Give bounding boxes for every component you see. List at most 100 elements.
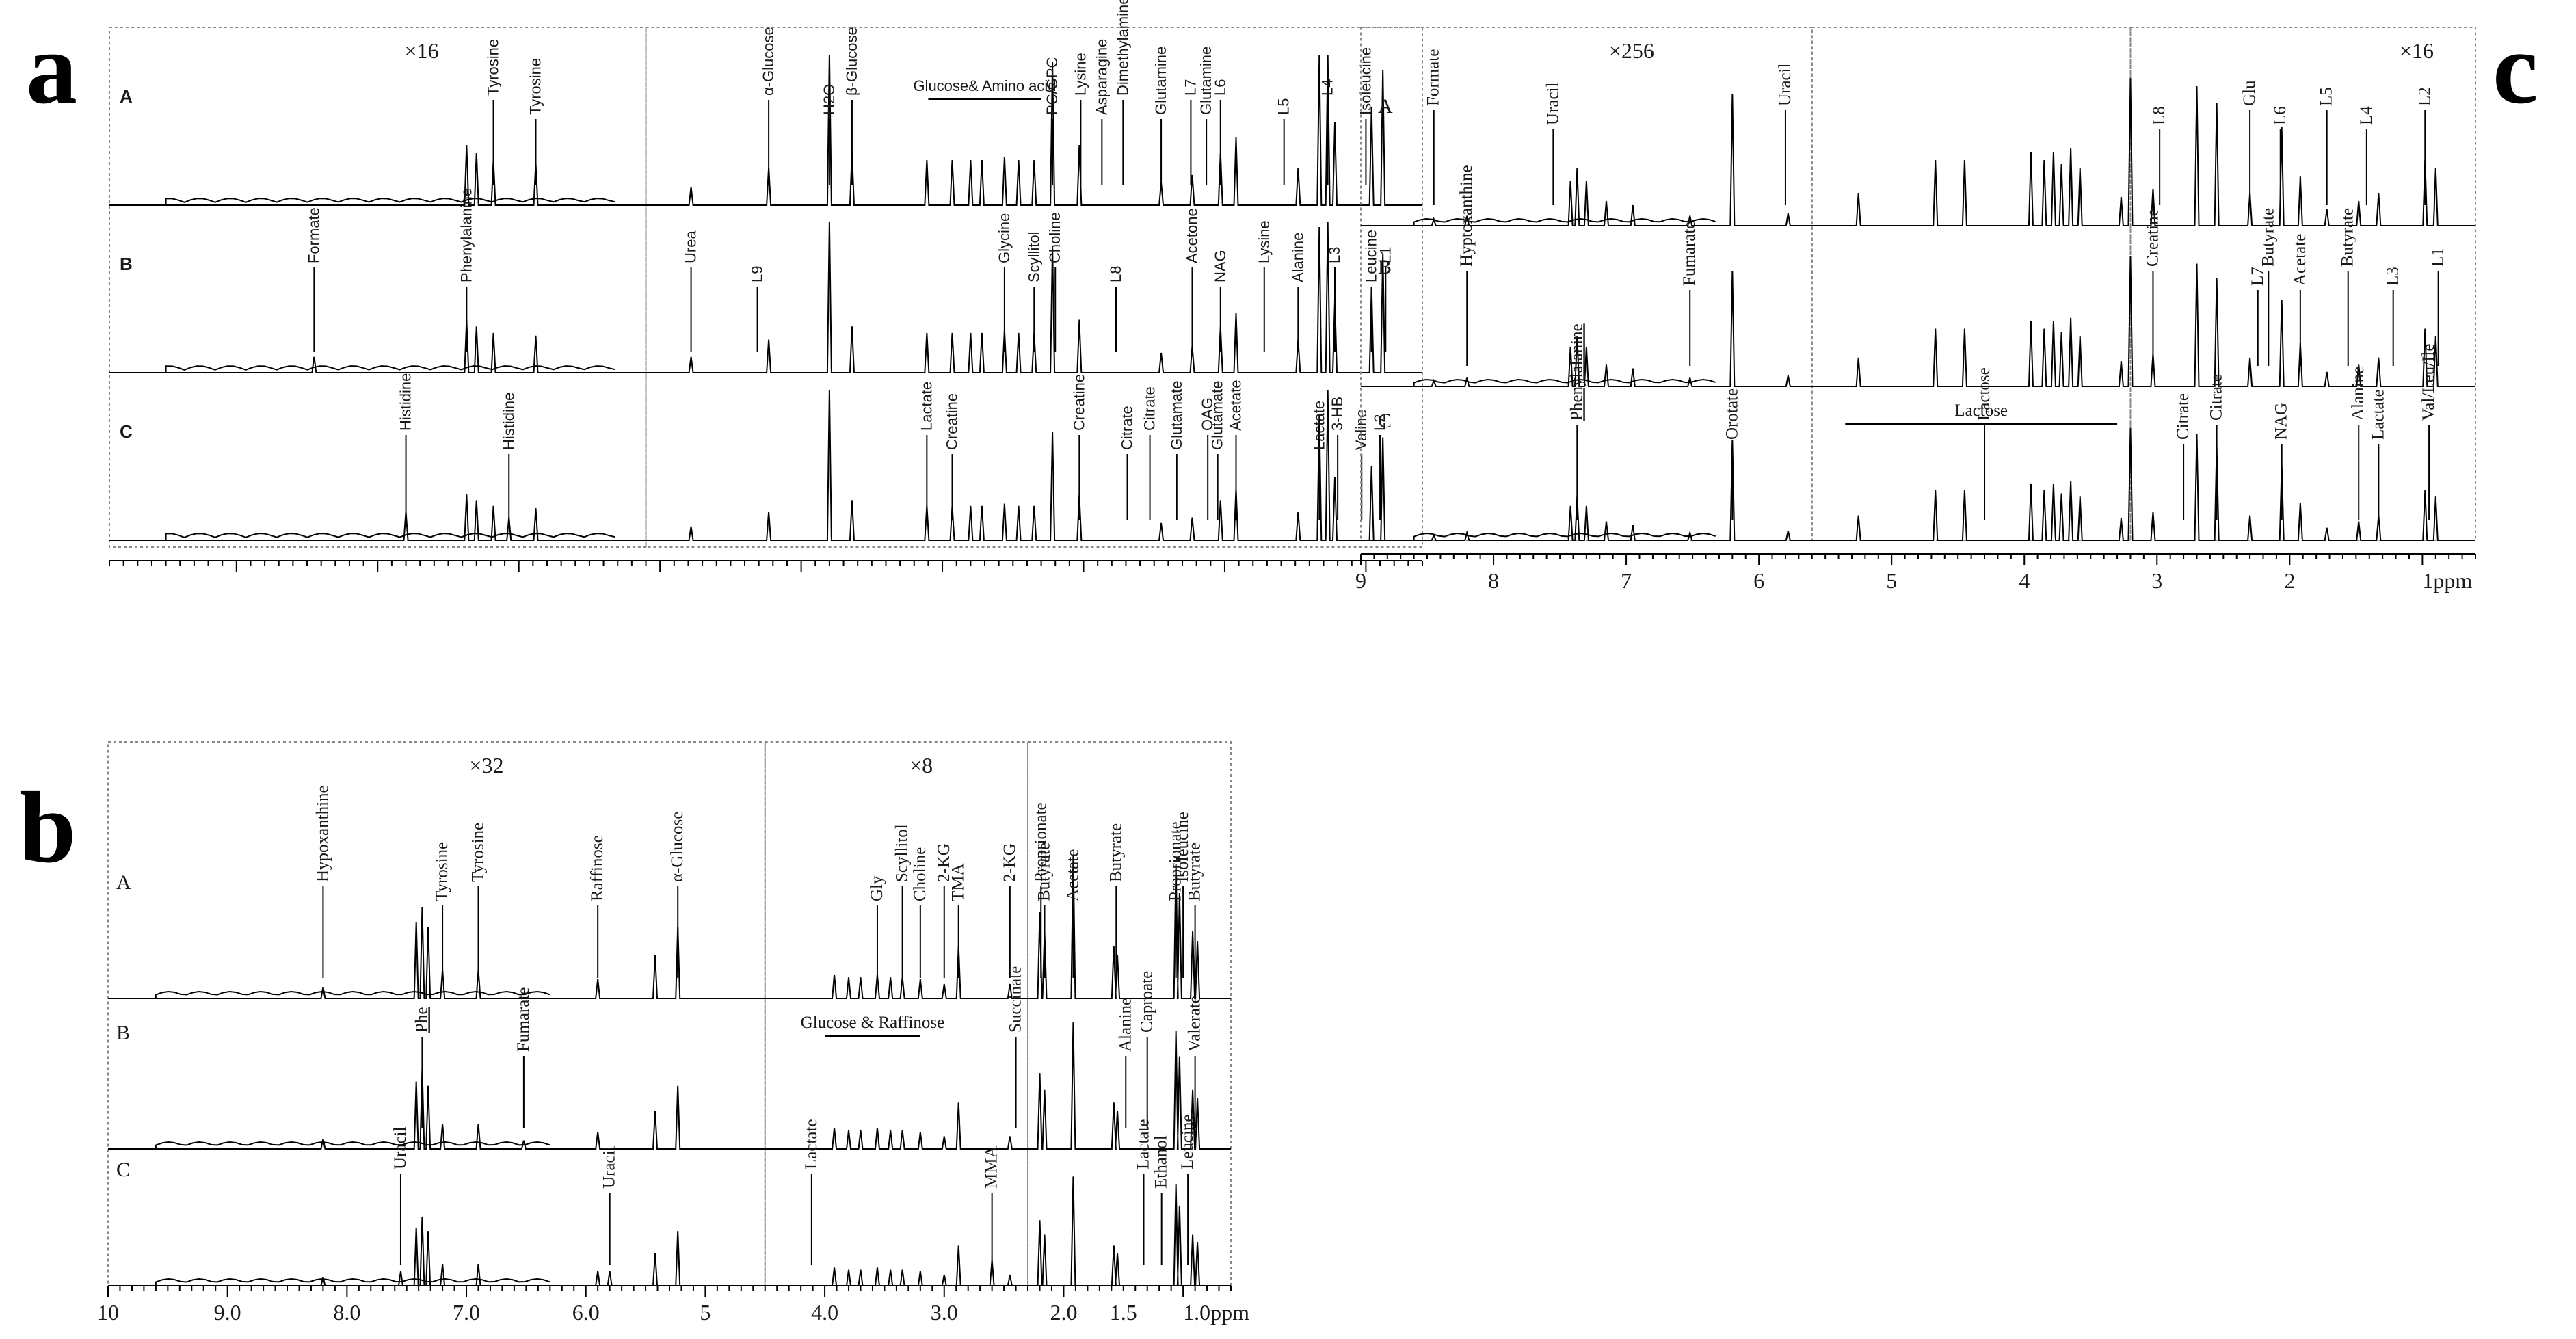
panel-a-chart: ×16 A Tyrosine Tyrosine α-Glucose H2O β-Glucos… [109,0,1423,572]
annotation-lactate: Lactate [1310,401,1327,450]
annotation-uracil: Uracil [1776,63,1794,106]
annotation-acetate: Acetate [2291,234,2309,286]
annotation-succinate: Succinate [1007,966,1025,1033]
x-tick-label: 3 [2151,568,2162,593]
expansion-factor-label: ×16 [404,38,438,63]
annotation-acetate: Acetate [1227,380,1244,431]
spectrum-line-a [109,54,1422,206]
annotation-alanine: Alanine [1289,233,1306,282]
annotation-pc-gpc: PC/GPC [1044,57,1061,115]
annotation-proprionate: Proprionate [1031,802,1050,882]
x-tick-label: 6 [1753,568,1764,593]
annotation-creatine: Creatine [944,393,961,450]
region-box [109,27,647,548]
annotation-tma: TMA [949,863,968,901]
annotation-dimethylamine: Dimethylamine [1114,0,1131,96]
annotation-tyrosine: Tyrosine [469,823,488,882]
annotation-alanine: Alanine [2349,367,2367,421]
x-tick-label: 5 [1886,568,1897,593]
spectrum-line-b [108,1022,1231,1150]
annotation-citrate: Citrate [1141,386,1158,431]
annotation-glutamine: Glutamine [1152,47,1169,115]
annotation-tyrosine: Tyrosine [485,39,502,96]
annotation-acetone: Acetone [1183,208,1200,263]
region-box [645,27,1423,548]
x-tick-label: 5 [700,1300,711,1325]
annotation-butyrate: Butyrate [1106,823,1125,882]
annotation-tyrosine: Tyrosine [433,842,451,901]
annotation-glutamate: Glutamate [1209,381,1226,451]
annotation-tyrosine: Tyrosine [527,58,544,115]
x-tick-label: 2.0 [1050,1300,1077,1325]
expansion-factor-label: ×16 [2400,38,2434,63]
spectrum-baseline-noise [1413,378,1716,386]
spectrum-label-c: C [116,1158,130,1181]
annotation-oag: OAG [1199,397,1216,431]
annotation-scyllitol: Scyllitol [893,824,912,882]
annotation-l9: L9 [749,266,766,282]
annotation-glutamine: Glutamine [1197,47,1214,115]
annotation-citrate: Citrate [1119,406,1136,450]
annotation-orotate: Orotate [1723,388,1741,440]
spectrum-line-c [1361,427,2475,541]
annotation-leucine: Leucine [1363,230,1380,282]
annotation-raffinose: Raffinose [588,835,607,901]
annotation-citrate: Citrate [2174,393,2192,440]
annotation-glucose: α-Glucose [668,812,687,882]
expansion-factor-label: ×8 [909,753,933,778]
spectrum-label-b: B [120,254,133,274]
annotation-scyllitol: Scyllitol [1025,231,1042,282]
annotation-lactate: Lactate [1134,1119,1152,1169]
spectrum-baseline-noise [155,1141,550,1149]
annotation-lactate: Lactate [802,1119,821,1169]
annotation-leucine: Leucine [1178,1114,1197,1169]
spectrum-baseline-noise [1413,532,1716,540]
annotation-lactate: Lactate [2369,389,2387,440]
annotation-phenylalanine: Phenylalanine [457,188,475,282]
annotation-nag: NAG [2272,403,2291,440]
annotation-l4: L4 [1319,79,1336,96]
annotation-alanine: Alanine [1116,998,1134,1052]
region-box [107,741,766,1286]
x-tick-label: 6.0 [572,1300,600,1325]
annotation-l1: L1 [1377,247,1394,263]
panel-letter-a: a [26,12,77,125]
bracket-label-glucose-raffinose: Glucose & Raffinose [801,1013,945,1032]
expansion-factor-label: ×32 [469,753,503,778]
annotation-butyrate: Butyrate [1186,843,1204,901]
annotation-lysine: Lysine [1256,220,1273,263]
annotation-l2: L2 [1371,414,1388,431]
annotation-hyptoxanthine: Hyptoxanthine [1457,165,1476,267]
panel-c-chart: ×256 ×16 A Formate Uracil Uracil L8 Glu L6 L5 L4 L2… [1355,27,2476,593]
panel-letter-b: b [19,771,76,884]
annotation-l7: L7 [2248,267,2267,286]
annotation-proprionate: Proprionate [1167,821,1185,901]
x-tick-label: 1.0ppm [1183,1300,1249,1325]
x-tick-label: 8 [1488,568,1499,593]
spectrum-baseline-noise [165,198,615,205]
annotation-l1: L1 [2429,248,2447,267]
spectrum-baseline-noise [155,990,550,998]
x-tick-label: 7.0 [453,1300,480,1325]
annotation-creatine: Creatine [2143,209,2162,267]
annotation-l3: L3 [2384,267,2402,286]
annotation-urea: Urea [682,230,700,263]
spectrum-line-b [1361,256,2475,387]
x-tick-label: 4 [2019,568,2030,593]
annotation-val-leu-ile: Val/Leu/Ile [2419,344,2438,421]
annotation-isoleucine: Isoleucine [1173,812,1192,882]
annotation-glucose: α-Glucose [760,27,777,96]
annotation-2-kg: 2-KG [1000,843,1019,882]
annotation-glycine: Glycine [996,213,1013,263]
annotation-formate: Formate [305,207,322,263]
x-tick-label: 10 [97,1300,119,1325]
annotation-asparagine: Asparagine [1093,39,1110,115]
annotation-butyrate: Butyrate [1035,843,1053,901]
annotation-uracil: Uracil [600,1145,619,1189]
annotation-histidine: Histidine [397,373,414,431]
annotation-fumarate: Fumarate [514,987,533,1052]
annotation-glucose: β-Glucose [843,27,860,96]
annotation-mma: MMA [983,1145,1001,1189]
bracket-label-glucose-amino-acid: Glucose& Amino acid [913,77,1056,94]
